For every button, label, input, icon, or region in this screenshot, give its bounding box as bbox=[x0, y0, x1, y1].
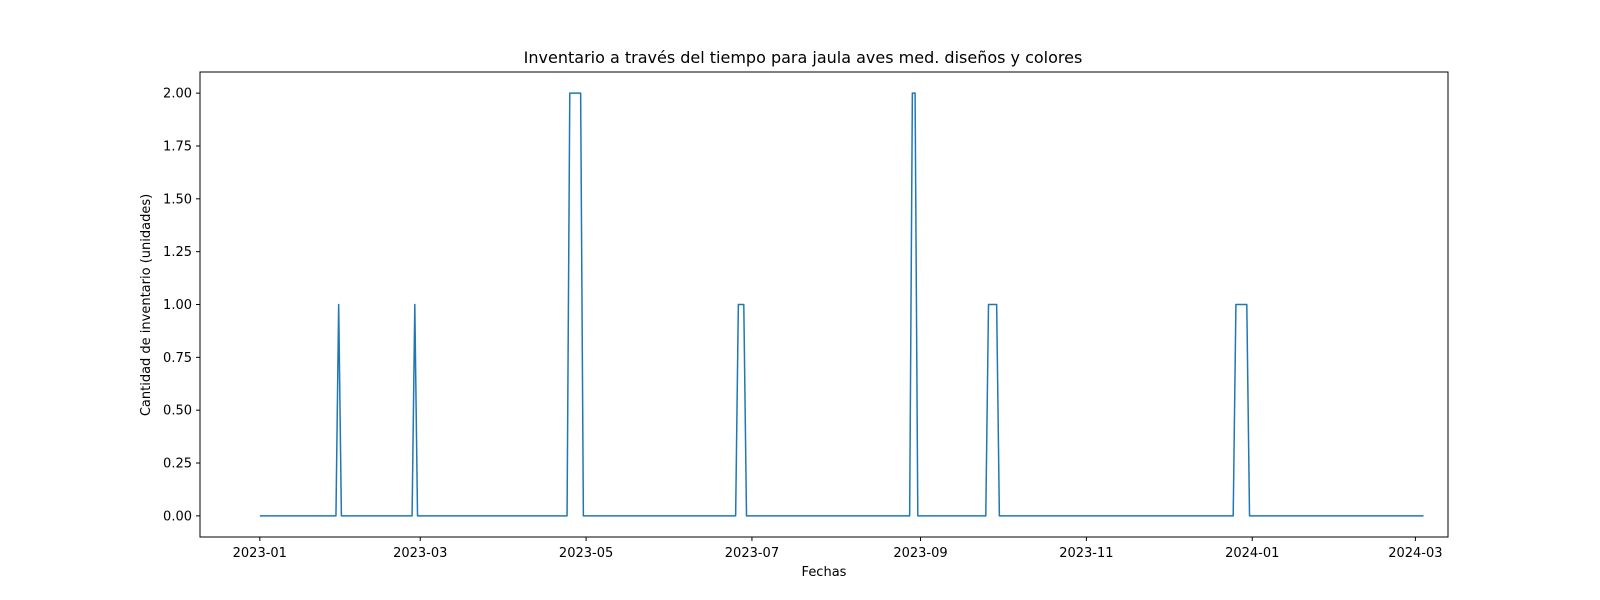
y-tick-label: 2.00 bbox=[163, 87, 192, 102]
y-tick-label: 1.25 bbox=[163, 245, 192, 260]
x-tick-label: 2024-01 bbox=[1225, 546, 1279, 561]
y-axis: 0.00 0.25 0.50 0.75 1.00 1.25 1.50 1.75 2.00 bbox=[163, 87, 200, 524]
y-tick-label: 0.25 bbox=[163, 457, 192, 472]
x-tick-label: 2023-03 bbox=[393, 546, 447, 561]
plot-area bbox=[259, 92, 1424, 517]
x-tick-label: 2024-03 bbox=[1388, 546, 1442, 561]
x-tick-label: 2023-01 bbox=[233, 546, 287, 561]
x-axis: 2023-01 2023-03 2023-05 2023-07 2023-09 2023-… bbox=[233, 537, 1443, 561]
x-axis-title: Fechas bbox=[802, 565, 847, 580]
y-tick-label: 0.50 bbox=[163, 404, 192, 419]
series-line-0 bbox=[259, 92, 1424, 517]
x-tick-label: 2023-07 bbox=[725, 546, 779, 561]
y-tick-label: 1.75 bbox=[163, 139, 192, 154]
x-tick-label: 2023-11 bbox=[1059, 546, 1113, 561]
chart-title: Inventario a través del tiempo para jaul… bbox=[524, 48, 1083, 67]
x-tick-label: 2023-09 bbox=[893, 546, 947, 561]
y-axis-title: Cantidad de inventario (unidades) bbox=[139, 194, 154, 416]
y-tick-label: 0.00 bbox=[163, 509, 192, 524]
y-tick-label: 1.50 bbox=[163, 192, 192, 207]
y-tick-label: 1.00 bbox=[163, 298, 192, 313]
x-tick-label: 2023-05 bbox=[559, 546, 613, 561]
y-tick-label: 0.75 bbox=[163, 351, 192, 366]
